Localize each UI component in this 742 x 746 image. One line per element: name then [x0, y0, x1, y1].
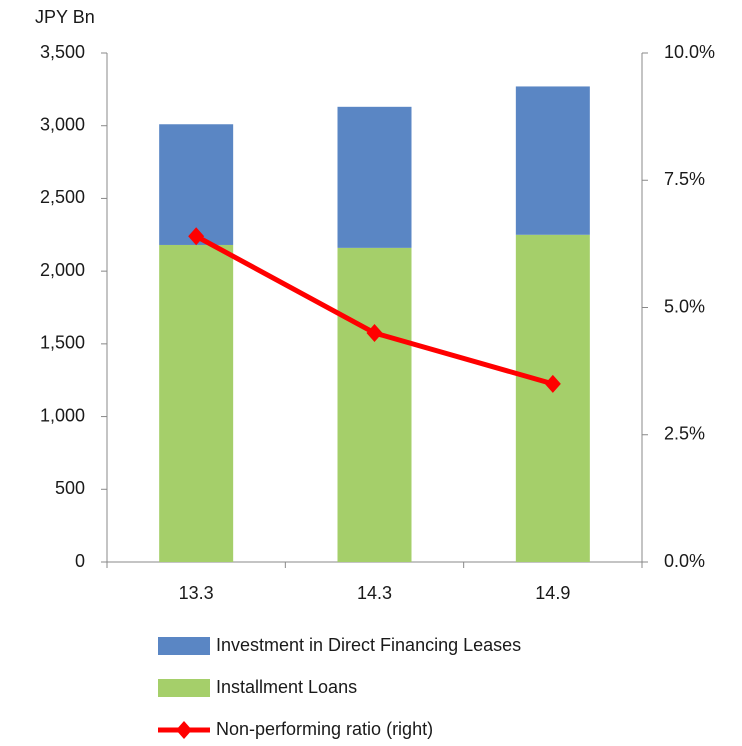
x-tick-label: 14.9 — [535, 583, 570, 603]
y-tick-label: 3,000 — [40, 114, 85, 134]
marker — [188, 227, 205, 246]
bar — [337, 106, 412, 248]
marker — [544, 374, 561, 393]
bar — [515, 234, 590, 563]
y2-tick-label: 7.5% — [664, 169, 705, 189]
y-tick-label: 500 — [55, 478, 85, 498]
y2-tick-label: 2.5% — [664, 424, 705, 444]
legend-label: Non-performing ratio (right) — [216, 719, 433, 739]
y-tick-label: 1,000 — [40, 405, 85, 425]
y2-tick-label: 0.0% — [664, 551, 705, 571]
y-tick-label: 2,500 — [40, 187, 85, 207]
y-tick-label: 3,500 — [40, 42, 85, 62]
bar — [337, 247, 412, 563]
bar — [159, 244, 234, 563]
marker — [366, 323, 383, 342]
y-tick-label: 0 — [75, 551, 85, 571]
legend-label: Installment Loans — [216, 677, 357, 697]
bar — [515, 86, 590, 235]
legend-swatch — [158, 679, 210, 697]
x-tick-label: 13.3 — [179, 583, 214, 603]
legend-swatch — [158, 637, 210, 655]
y2-tick-label: 10.0% — [664, 42, 715, 62]
legend-marker — [176, 721, 192, 739]
y-axis-label: JPY Bn — [35, 7, 95, 27]
x-tick-label: 14.3 — [357, 583, 392, 603]
y2-tick-label: 5.0% — [664, 296, 705, 316]
y-tick-label: 2,000 — [40, 260, 85, 280]
y-tick-label: 1,500 — [40, 333, 85, 353]
bar — [159, 124, 234, 245]
legend-label: Investment in Direct Financing Leases — [216, 635, 521, 655]
